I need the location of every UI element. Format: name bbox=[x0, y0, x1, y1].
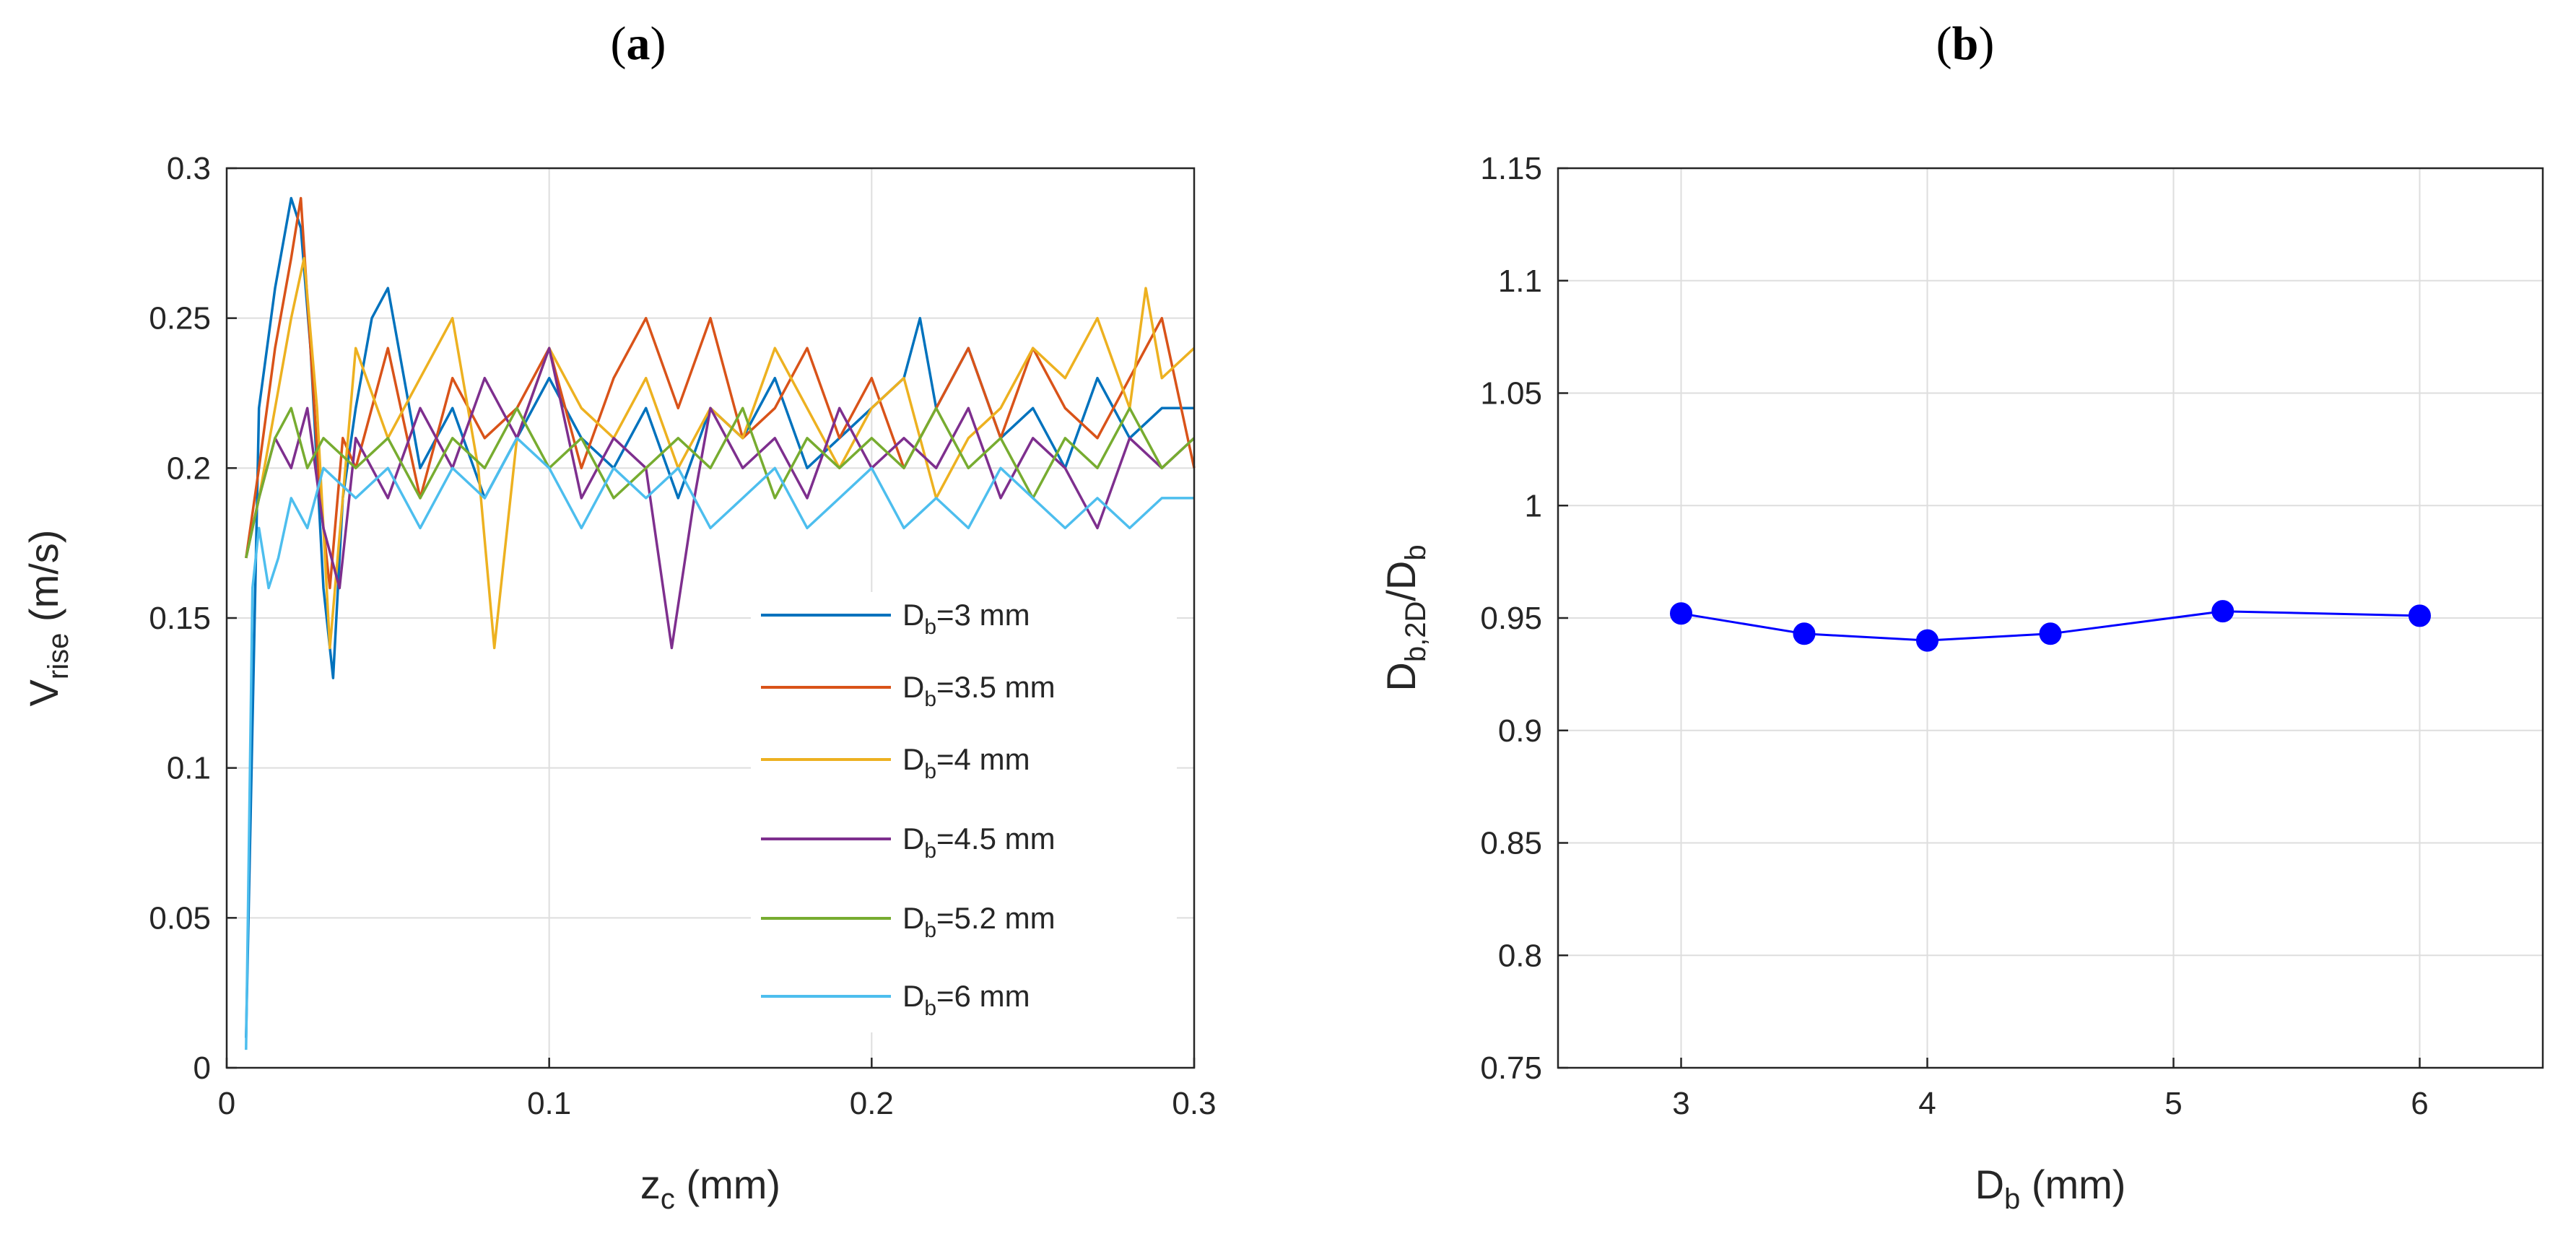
y-tick-label: 0.15 bbox=[149, 601, 211, 636]
legend-item-3-5mm: Db=3.5 mm bbox=[761, 670, 1056, 711]
legend-label-3-5mm: Db=3.5 mm bbox=[902, 670, 1056, 711]
panel-label-b: (b) bbox=[1936, 17, 1995, 70]
chart-a: 0 0.1 0.2 0.3 0 0.05 0.1 0.15 0.2 0.25 0.3 zc (mm)… bbox=[21, 151, 1217, 1215]
legend-item-5-2mm: Db=5.2 mm bbox=[761, 901, 1056, 942]
y-tick-label: 0.05 bbox=[149, 900, 211, 936]
chart-a-legend: Db=3 mm Db=3.5 mm Db=4 mm Db=4.5 mm Db=5… bbox=[751, 592, 1177, 1032]
data-point bbox=[1670, 602, 1692, 625]
legend-label-3mm: Db=3 mm bbox=[902, 598, 1030, 639]
y-tick-label: 0.1 bbox=[167, 751, 211, 786]
legend-item-4-5mm: Db=4.5 mm bbox=[761, 822, 1056, 863]
y-tick-label: 0.8 bbox=[1498, 938, 1542, 973]
x-tick-label: 0 bbox=[218, 1086, 235, 1121]
chart-b: 3 4 5 6 0.75 0.8 0.85 0.9 0.95 1 1.05 1.1 1.15 Db (m… bbox=[1378, 151, 2544, 1215]
y-tick-label: 0.25 bbox=[149, 301, 211, 336]
data-point bbox=[2409, 604, 2431, 627]
y-tick-label: 0 bbox=[193, 1050, 211, 1086]
x-tick-label: 4 bbox=[1918, 1086, 1936, 1121]
y-tick-label: 0.75 bbox=[1480, 1050, 1542, 1086]
x-tick-label: 6 bbox=[2411, 1086, 2428, 1121]
x-tick-label: 0.2 bbox=[850, 1086, 894, 1121]
y-tick-label: 1.15 bbox=[1480, 151, 1542, 186]
y-tick-label: 0.85 bbox=[1480, 826, 1542, 861]
x-tick-label: 5 bbox=[2164, 1086, 2182, 1121]
chart-b-ylabel: Db,2D/Db bbox=[1378, 544, 1432, 691]
series-line-d-b-6-mm bbox=[245, 437, 1194, 1050]
chart-a-series bbox=[245, 196, 1196, 1050]
x-tick-label: 0.1 bbox=[527, 1086, 571, 1121]
chart-a-xlabel: zc (mm) bbox=[640, 1162, 780, 1215]
series-line-d-b-5-2-mm bbox=[245, 406, 1196, 559]
x-tick-label: 0.3 bbox=[1172, 1086, 1216, 1121]
series-line-d-b-2d-d-b bbox=[1681, 610, 2420, 642]
data-point bbox=[2211, 600, 2235, 623]
y-tick-label: 1.1 bbox=[1498, 264, 1542, 299]
data-point bbox=[1793, 622, 1816, 645]
legend-label-5-2mm: Db=5.2 mm bbox=[902, 901, 1056, 942]
chart-a-ylabel: Vrise (m/s) bbox=[21, 530, 74, 707]
x-tick-label: 3 bbox=[1672, 1086, 1689, 1121]
y-tick-label: 0.95 bbox=[1480, 601, 1542, 636]
y-tick-label: 1 bbox=[1525, 488, 1542, 523]
chart-b-tick-labels: 3 4 5 6 0.75 0.8 0.85 0.9 0.95 1 1.05 1.1 1.15 bbox=[1480, 151, 2428, 1121]
legend-label-6mm: Db=6 mm bbox=[902, 979, 1030, 1020]
series-line-d-b-4-mm bbox=[245, 256, 1196, 650]
legend-label-4-5mm: Db=4.5 mm bbox=[902, 822, 1056, 863]
legend-background bbox=[751, 592, 1177, 1032]
y-tick-label: 0.9 bbox=[1498, 713, 1542, 749]
chart-b-xlabel: Db (mm) bbox=[1975, 1162, 2126, 1215]
chart-b-series bbox=[1670, 600, 2431, 652]
y-tick-label: 0.3 bbox=[167, 151, 211, 186]
series-line-d-b-3-5-mm bbox=[245, 196, 1196, 590]
legend-label-4mm: Db=4 mm bbox=[902, 742, 1030, 783]
legend-item-6mm: Db=6 mm bbox=[761, 979, 1030, 1020]
legend-item-4mm: Db=4 mm bbox=[761, 742, 1030, 783]
legend-item-3mm: Db=3 mm bbox=[761, 598, 1030, 639]
y-tick-label: 1.05 bbox=[1480, 376, 1542, 412]
data-point bbox=[1916, 629, 1938, 652]
data-point bbox=[2039, 622, 2062, 645]
chart-a-tick-labels: 0 0.1 0.2 0.3 0 0.05 0.1 0.15 0.2 0.25 0.3 bbox=[149, 151, 1216, 1121]
panel-label-a: (a) bbox=[611, 17, 666, 70]
y-tick-label: 0.2 bbox=[167, 451, 211, 486]
